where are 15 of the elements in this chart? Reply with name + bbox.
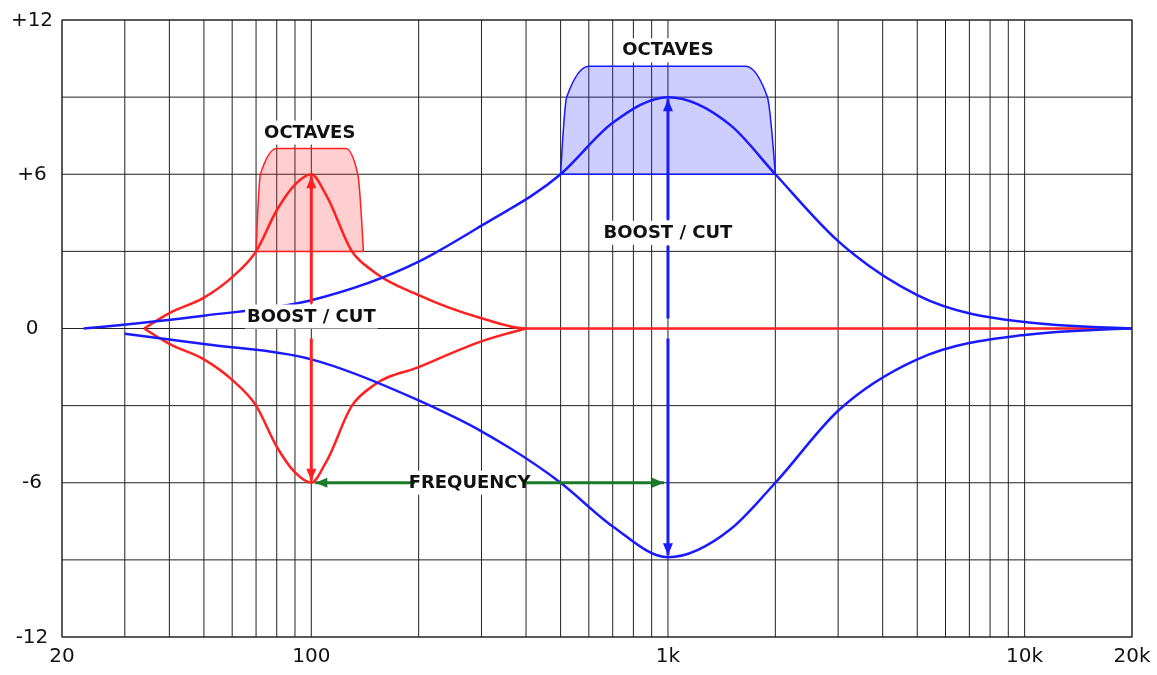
annotation: OCTAVES <box>264 120 356 142</box>
y-tick-label: 0 <box>25 315 39 339</box>
y-tick-label: -6 <box>22 469 42 494</box>
y-tick-label: +12 <box>10 6 54 31</box>
annotation: FREQUENCY <box>408 470 532 492</box>
annotation: BOOST / CUT <box>603 220 734 242</box>
x-tick-label: 20 <box>49 643 75 667</box>
annotation: BOOST / CUT <box>246 304 377 326</box>
x-tick-label: 1k <box>655 643 681 667</box>
annotation: OCTAVES <box>622 38 714 60</box>
x-tick-label: 20k <box>1113 643 1151 667</box>
x-tick-label: 10k <box>1006 643 1044 667</box>
x-tick-label: 100 <box>292 643 331 667</box>
y-tick-label: +6 <box>17 160 47 185</box>
y-tick-label: -12 <box>15 623 49 648</box>
